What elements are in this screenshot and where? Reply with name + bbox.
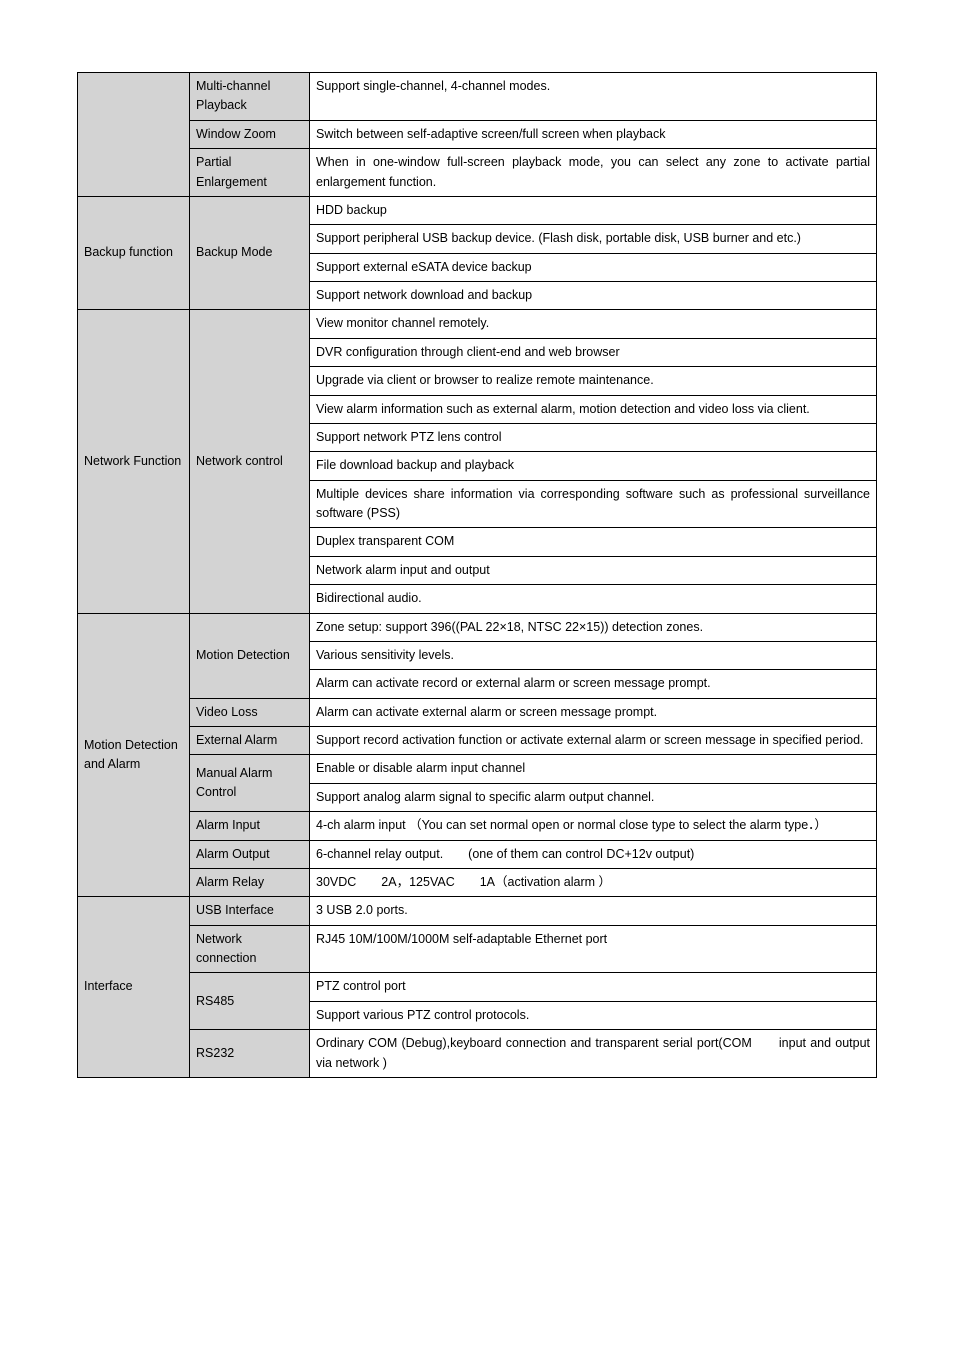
description-cell: Alarm can activate external alarm or scr… [310,698,877,726]
description-cell: Support analog alarm signal to specific … [310,783,877,811]
subcategory-cell: Window Zoom [190,120,310,148]
description-cell: Support network PTZ lens control [310,423,877,451]
description-cell: Network alarm input and output [310,556,877,584]
subcategory-cell: Alarm Output [190,840,310,868]
description-cell: Multiple devices share information via c… [310,480,877,528]
description-cell: HDD backup [310,196,877,224]
description-cell: Various sensitivity levels. [310,641,877,669]
description-cell: When in one-window full-screen playback … [310,149,877,197]
description-cell: 3 USB 2.0 ports. [310,897,877,925]
subcategory-cell: Alarm Input [190,812,310,840]
description-cell: RJ45 10M/100M/1000M self-adaptable Ether… [310,925,877,973]
subcategory-cell: Network connection [190,925,310,973]
description-cell: File download backup and playback [310,452,877,480]
description-cell: View monitor channel remotely. [310,310,877,338]
description-cell: Switch between self-adaptive screen/full… [310,120,877,148]
subcategory-cell: Manual Alarm Control [190,755,310,812]
description-cell: Bidirectional audio. [310,585,877,613]
subcategory-cell: Network control [190,310,310,613]
category-cell: Network Function [78,310,190,613]
description-cell: Duplex transparent COM [310,528,877,556]
subcategory-cell: Alarm Relay [190,868,310,896]
spec-table: Multi-channel PlaybackSupport single-cha… [77,72,877,1078]
category-cell: Interface [78,897,190,1078]
description-cell: Support various PTZ control protocols. [310,1001,877,1029]
description-cell: 4-ch alarm input （You can set normal ope… [310,812,877,840]
subcategory-cell: External Alarm [190,727,310,755]
description-cell: Support single-channel, 4-channel modes. [310,73,877,121]
subcategory-cell: Multi-channel Playback [190,73,310,121]
category-cell: Backup function [78,196,190,310]
category-cell [78,73,190,197]
category-cell: Motion Detection and Alarm [78,613,190,897]
description-cell: Support network download and backup [310,282,877,310]
description-cell: Support peripheral USB backup device. (F… [310,225,877,253]
description-cell: Zone setup: support 396((PAL 22×18, NTSC… [310,613,877,641]
description-cell: View alarm information such as external … [310,395,877,423]
subcategory-cell: Video Loss [190,698,310,726]
subcategory-cell: RS485 [190,973,310,1030]
description-cell: 30VDC 2A，125VAC 1A（activation alarm ） [310,868,877,896]
description-cell: Alarm can activate record or external al… [310,670,877,698]
description-cell: Support record activation function or ac… [310,727,877,755]
subcategory-cell: Partial Enlargement [190,149,310,197]
description-cell: Upgrade via client or browser to realize… [310,367,877,395]
subcategory-cell: Backup Mode [190,196,310,310]
description-cell: Support external eSATA device backup [310,253,877,281]
description-cell: Enable or disable alarm input channel [310,755,877,783]
subcategory-cell: RS232 [190,1030,310,1078]
subcategory-cell: USB Interface [190,897,310,925]
description-cell: PTZ control port [310,973,877,1001]
description-cell: DVR configuration through client-end and… [310,338,877,366]
subcategory-cell: Motion Detection [190,613,310,698]
description-cell: Ordinary COM (Debug),keyboard connection… [310,1030,877,1078]
description-cell: 6-channel relay output. (one of them can… [310,840,877,868]
